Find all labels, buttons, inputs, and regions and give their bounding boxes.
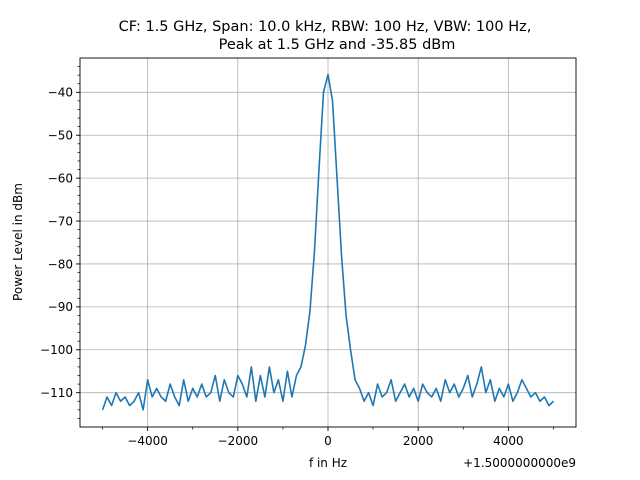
y-tick-label-6: −50 [48,129,73,143]
y-tick-label-0: −110 [40,386,73,400]
x-tick-label-0: −4000 [127,434,168,448]
series-layer [101,73,555,411]
chart-title-line-2: Peak at 1.5 GHz and -35.85 dBm [219,37,456,53]
x-tick-label-3: 2000 [403,434,434,448]
x-tick-label-2: 0 [324,434,332,448]
y-tick-label-7: −40 [48,86,73,100]
y-tick-label-3: −80 [48,257,73,271]
grid-lines [80,58,576,427]
y-axis-ticks: −110 −100 −90 −80 −70 −60 −50 −40 [40,66,80,419]
x-axis-offset-label: +1.5000000000e9 [463,456,576,470]
x-axis-label: f in Hz [309,456,347,470]
y-tick-label-5: −60 [48,171,73,185]
x-tick-label-4: 4000 [493,434,524,448]
y-axis-label: Power Level in dBm [11,183,25,301]
series-line-0 [101,73,555,411]
y-tick-label-1: −100 [40,343,73,357]
chart-title-line-1: CF: 1.5 GHz, Span: 10.0 kHz, RBW: 100 Hz… [119,19,532,35]
x-axis-ticks: −4000 −2000 0 2000 4000 [102,427,554,448]
y-tick-label-4: −70 [48,214,73,228]
y-tick-label-2: −90 [48,300,73,314]
x-tick-label-1: −2000 [218,434,259,448]
